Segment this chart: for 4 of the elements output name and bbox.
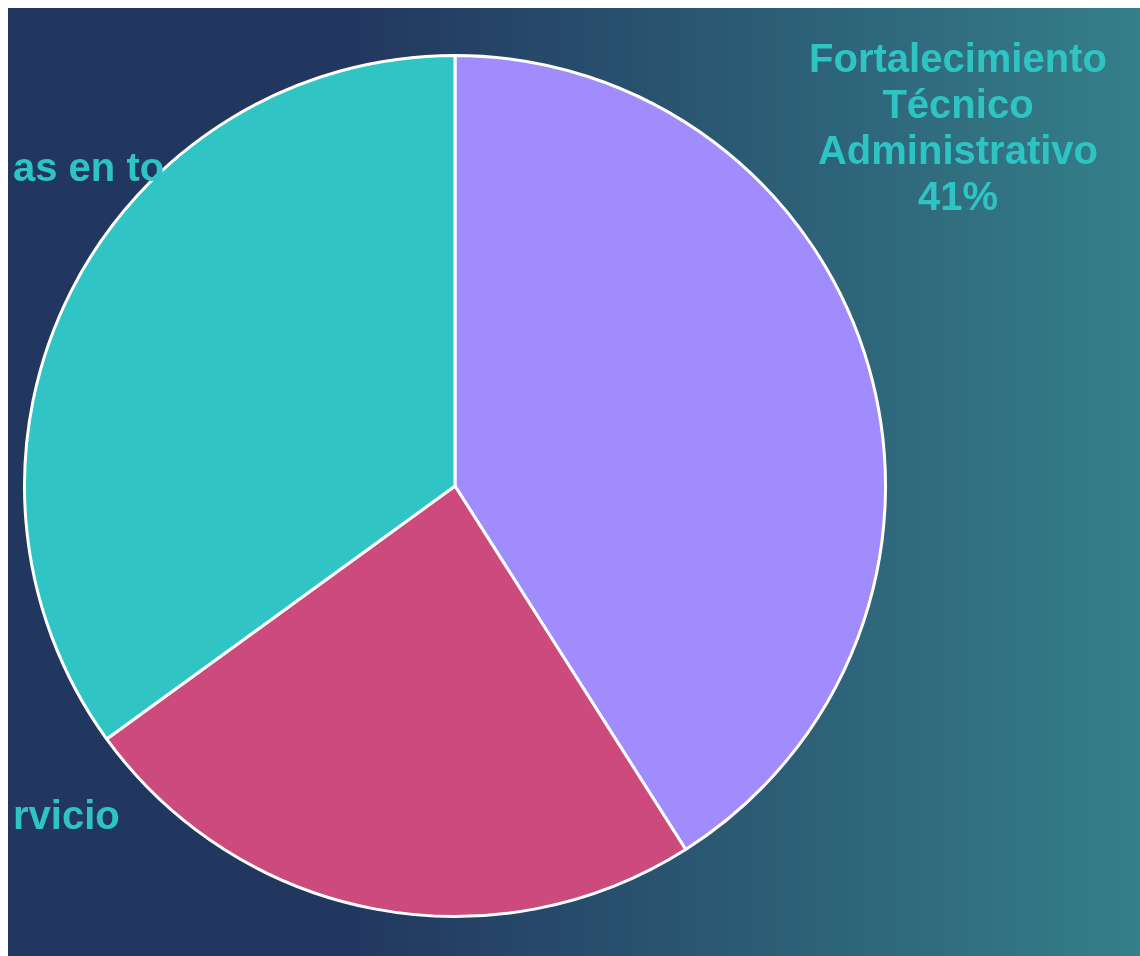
slice-label: rvicio [13, 793, 120, 838]
data-label: 41% [917, 174, 999, 219]
slice-label: as en to [13, 144, 165, 189]
slice-label: Fortalecimiento Técnico Administrativo [809, 36, 1107, 173]
